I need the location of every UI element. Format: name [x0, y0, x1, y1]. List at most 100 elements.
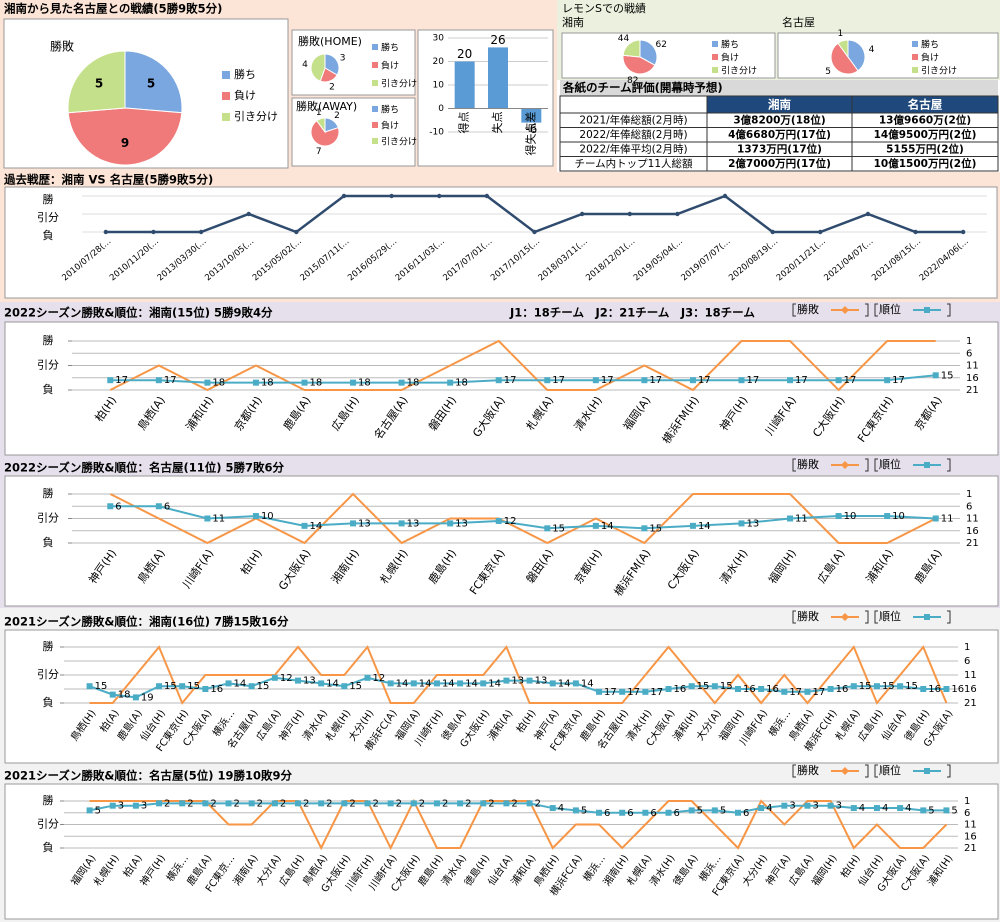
line-marker [132, 802, 139, 809]
y2-tick-label: 6 [964, 656, 970, 667]
line-marker [109, 691, 116, 698]
pie-value-label: 2 [334, 111, 340, 121]
legend-bracket [947, 764, 951, 778]
legend-label: 順位 [879, 609, 901, 623]
data-label: 6 [627, 808, 633, 819]
series-line [109, 492, 937, 545]
data-label: 5 [720, 805, 726, 816]
table-cell-text: 1373万円(17位) [737, 143, 822, 156]
line-marker [202, 686, 209, 692]
line-marker [301, 379, 308, 386]
line-marker [758, 805, 765, 812]
data-label: 14 [419, 678, 432, 689]
line-marker [913, 229, 918, 235]
line-marker [225, 680, 232, 687]
data-label: 14 [488, 678, 501, 689]
line-marker [592, 522, 599, 529]
line-marker [350, 520, 357, 527]
data-label: 4 [766, 803, 772, 814]
data-label: 2 [511, 798, 517, 809]
table-cell-text: 14億9500万円(2位) [874, 128, 977, 141]
y-tick-label: 20 [433, 57, 445, 67]
y2-tick-label: 16 [964, 684, 977, 695]
y2-tick-label: 11 [964, 670, 977, 681]
data-label: 17 [164, 375, 177, 386]
data-label: 17 [649, 375, 662, 386]
line-marker [437, 193, 442, 199]
data-label: 4 [859, 803, 865, 814]
line-marker [107, 377, 114, 384]
y2-tick-label: 6 [966, 501, 972, 512]
line-marker [410, 800, 417, 807]
x-tick-label: 得点 [458, 112, 471, 134]
data-label: 13 [535, 676, 548, 687]
line-marker [943, 686, 950, 692]
line-marker [549, 680, 556, 687]
data-label: 15 [882, 681, 895, 692]
line-marker [202, 800, 209, 807]
bar-value-label: 26 [490, 33, 505, 47]
line-marker [572, 807, 579, 814]
section-title: 湘南から見た名古屋との戦績(5勝9敗5分) [4, 2, 222, 16]
line-marker [943, 807, 950, 814]
table-title: 各紙のチーム評価(開幕時予想) [562, 81, 723, 95]
line-marker [688, 807, 695, 814]
y-tick-label: 勝 [43, 486, 54, 500]
data-label: 15 [905, 681, 918, 692]
table-cell-text: 2022/年俸平均(2月時) [579, 143, 687, 156]
pie-value-label: 5 [147, 77, 155, 91]
line-marker [179, 800, 186, 807]
legend-marker [924, 307, 930, 313]
data-label: 13 [455, 518, 468, 529]
line-marker [364, 800, 371, 807]
chart-box [4, 475, 999, 607]
line-marker [156, 800, 163, 807]
pie-title: 勝敗(HOME) [298, 34, 362, 48]
chart-box [561, 32, 776, 79]
line-marker [781, 802, 788, 809]
line-marker [642, 688, 649, 695]
line-marker [641, 525, 648, 532]
y2-tick-label: 1 [964, 642, 970, 653]
legend-swatch [372, 138, 378, 144]
line-marker [596, 809, 603, 816]
data-label: 17 [604, 687, 617, 698]
series-line [109, 339, 936, 392]
data-label: 16 [766, 684, 779, 695]
data-label: 17 [795, 375, 808, 386]
table-cell-text: 3億8200万(18位) [733, 114, 825, 127]
data-label: 4 [882, 803, 888, 814]
legend-label: 勝敗 [797, 609, 819, 623]
pie-slice [622, 39, 641, 58]
data-label: 14 [310, 521, 323, 532]
line-marker [735, 686, 741, 692]
legend-marker [924, 462, 930, 468]
line-marker [271, 674, 278, 681]
legend-bracket [792, 610, 796, 624]
pie-value-label: 7 [316, 147, 322, 157]
line-marker [544, 377, 551, 384]
legend-swatch [222, 92, 230, 100]
y-tick-label: 勝 [43, 333, 54, 347]
table-cell-text: 13億9660万(2位) [879, 114, 971, 127]
line-marker [389, 193, 394, 199]
section-title: レモンSでの戦績 [562, 1, 646, 15]
data-label: 3 [789, 801, 795, 812]
data-label: 13 [407, 518, 420, 529]
line-marker [850, 805, 857, 812]
legend-marker [841, 613, 849, 621]
line-marker [544, 525, 551, 532]
line-marker [572, 680, 579, 687]
line-marker [503, 677, 510, 684]
line-marker [294, 229, 299, 235]
chart-title: 過去戦歴：湘南 VS 名古屋(5勝9敗5分) [3, 173, 213, 187]
data-label: 3 [118, 801, 124, 812]
legend-label: 勝ち [921, 39, 939, 51]
line-marker [787, 377, 794, 384]
legend-bracket [865, 764, 869, 778]
data-label: 2 [535, 798, 541, 809]
line-marker [827, 802, 834, 809]
bar-value-label: -6 [525, 122, 537, 136]
line-marker [675, 211, 680, 217]
